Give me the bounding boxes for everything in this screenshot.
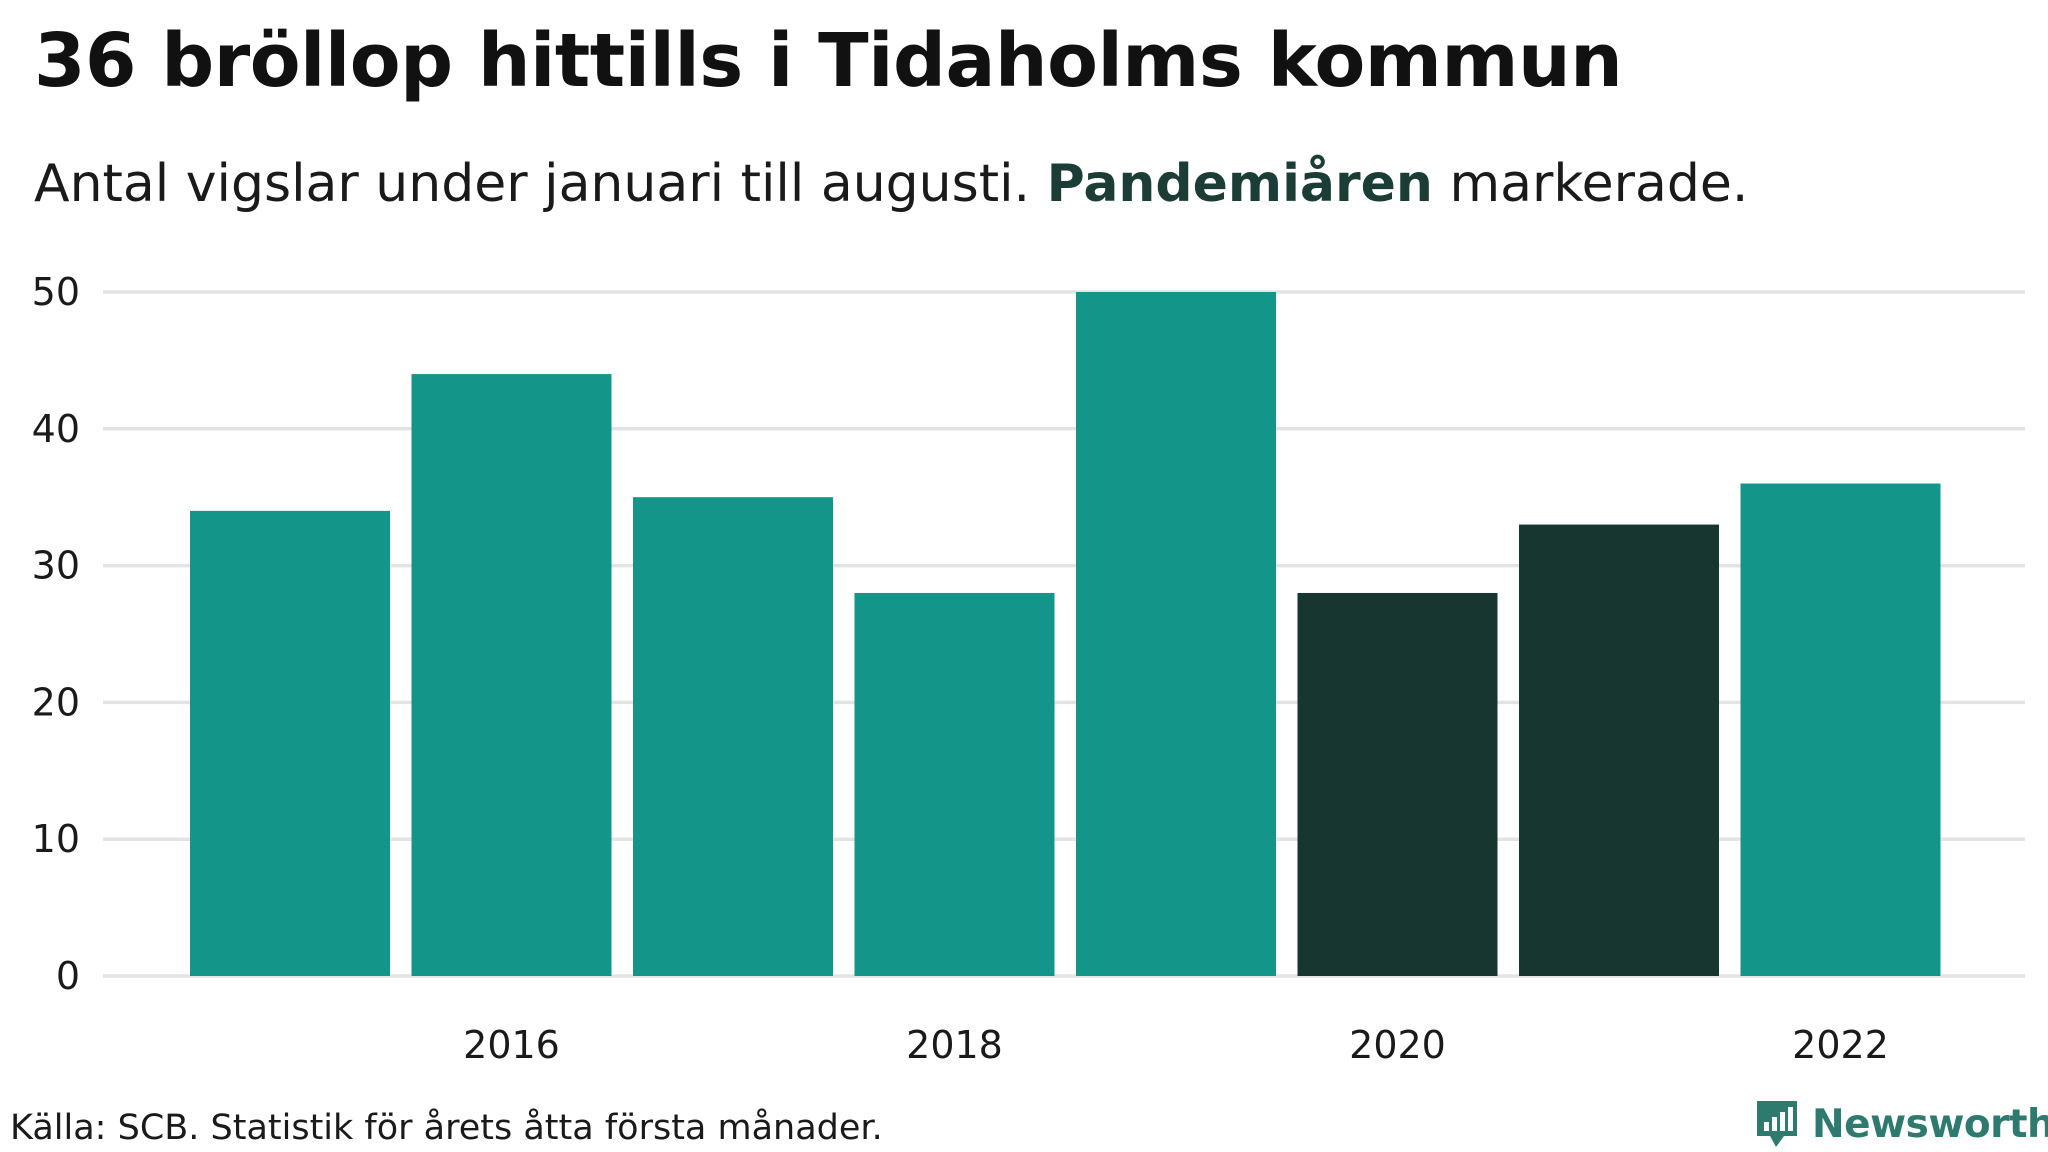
- brand-logo: Newsworthy: [1754, 1098, 2048, 1150]
- x-axis-ticks: 2016 2018 2020 2022: [463, 1023, 1889, 1067]
- grid-lines: [103, 290, 2025, 978]
- bar-2022: [1740, 483, 1941, 976]
- x-tick-label: 2020: [1349, 1023, 1446, 1067]
- subtitle-text-end: markerade.: [1432, 154, 1749, 214]
- chart-title: 36 bröllop hittills i Tidaholms kommun: [34, 18, 1623, 104]
- source-note: Källa: SCB. Statistik för årets åtta för…: [10, 1108, 883, 1148]
- x-tick-label: 2018: [906, 1023, 1003, 1067]
- bar-2016: [411, 374, 612, 977]
- y-tick-label: 20: [32, 680, 80, 724]
- y-tick-label: 40: [32, 407, 80, 451]
- bar-2020: [1297, 592, 1498, 976]
- y-tick-label: 50: [32, 270, 80, 314]
- bar-2015: [190, 510, 390, 976]
- chart-subtitle: Antal vigslar under januari till augusti…: [34, 154, 1748, 214]
- y-tick-label: 0: [56, 954, 80, 998]
- subtitle-highlight: Pandemiåren: [1046, 154, 1433, 214]
- bar-2019: [1076, 292, 1276, 976]
- bars: [190, 292, 1941, 977]
- bar-chart: 0 10 20 30 40 50 2016 2018 2020 2022: [32, 270, 2025, 1067]
- bar-2017: [633, 497, 833, 976]
- x-tick-label: 2022: [1792, 1023, 1889, 1067]
- subtitle-text: Antal vigslar under januari till augusti…: [34, 154, 1047, 214]
- y-axis-ticks: 0 10 20 30 40 50: [32, 270, 80, 998]
- y-tick-label: 30: [32, 544, 80, 588]
- newsworthy-logo-icon: [1757, 1101, 1797, 1147]
- bar-2018: [854, 592, 1055, 976]
- y-tick-label: 10: [32, 817, 80, 861]
- brand-name: Newsworthy: [1812, 1101, 2048, 1147]
- x-tick-label: 2016: [463, 1023, 560, 1067]
- bar-2021: [1519, 524, 1719, 976]
